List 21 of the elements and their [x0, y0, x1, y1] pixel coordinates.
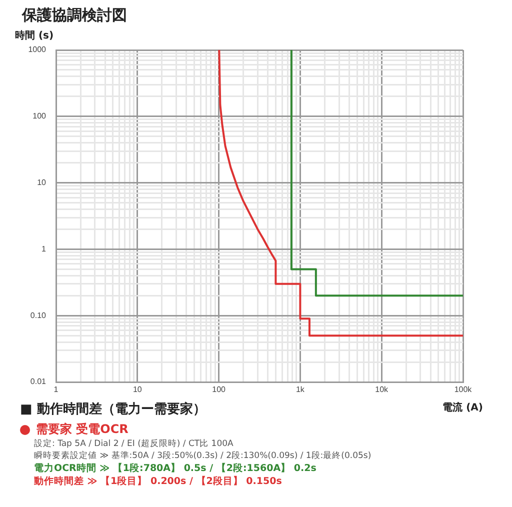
x-tick-label: 10	[132, 385, 142, 394]
y-tick-label: 10	[37, 178, 47, 188]
x-tick-label: 10k	[375, 385, 390, 394]
x-tick-label: 100	[212, 385, 226, 394]
y-tick-label: 1	[42, 244, 47, 254]
y-tick-label: 100	[32, 112, 47, 121]
x-tick-label: 1k	[296, 385, 306, 394]
text: 電力OCR時間 ≫ 【1段:780A】 0.5s / 【2段:1560A】 0.2s	[34, 462, 318, 475]
text: ■ 動作時間差（電力ー需要家）	[20, 402, 206, 417]
chart-title: 保護協調検討図	[21, 6, 127, 24]
text: 動作時間差 ≫ 【1段目】 0.200s / 【2段目】 0.150s	[34, 475, 283, 488]
y-tick-label: 0.10	[30, 310, 47, 320]
x-tick-label: 1	[54, 385, 59, 394]
x-tick-label: 100k	[454, 385, 473, 394]
y-tick-label: 0.01	[30, 377, 47, 386]
text: 設定: Tap 5A / Dial 2 / EI (超反限時) / CT比 100A	[34, 438, 234, 450]
legend-label: 需要家 受電OCR	[35, 422, 130, 437]
x-axis-title: 電流 (A)	[442, 402, 483, 414]
text: 瞬時要素設定値 ≫ 基準:50A / 3段:50%(0.3s) / 2段:130%(0.09s) / 1段:最終(0.05s)	[34, 450, 372, 462]
y-axis-title: 時間 (s)	[15, 30, 54, 42]
y-tick-label: 1000	[28, 45, 47, 54]
